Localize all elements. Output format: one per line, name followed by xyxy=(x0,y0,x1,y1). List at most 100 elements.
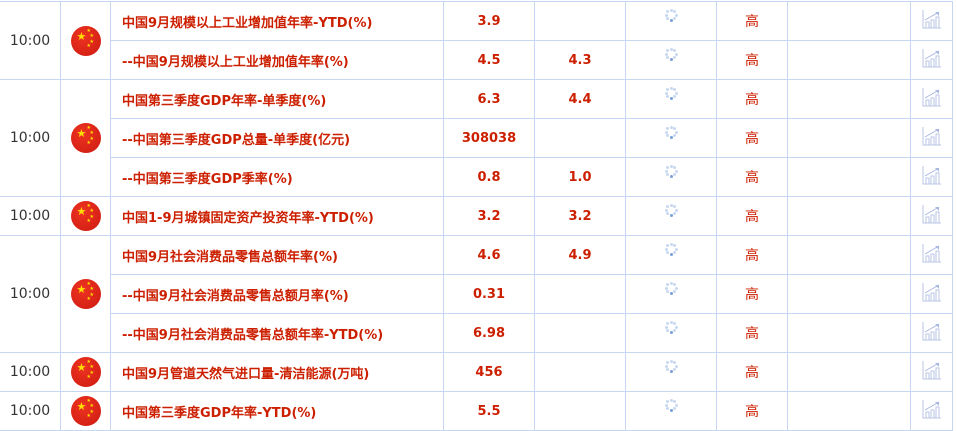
time-cell: 10:00 xyxy=(0,196,61,236)
loading-spinner-icon xyxy=(664,320,678,334)
loading-cell xyxy=(625,274,717,314)
table-row: --中国9月社会消费品零售总额年率-YTD(%) 6.98 高 xyxy=(0,313,953,353)
chart-trend-icon[interactable] xyxy=(922,126,942,146)
previous-value: 1.0 xyxy=(534,157,626,197)
empty-cell xyxy=(787,40,911,80)
time-cell: 10:00 xyxy=(0,79,61,197)
chart-cell[interactable] xyxy=(910,352,953,392)
chart-trend-icon[interactable] xyxy=(922,243,942,263)
chart-trend-icon[interactable] xyxy=(922,9,942,29)
chart-cell[interactable] xyxy=(910,313,953,353)
chart-trend-icon[interactable] xyxy=(922,87,942,107)
chart-trend-icon[interactable] xyxy=(922,282,942,302)
chart-trend-icon[interactable] xyxy=(922,321,942,341)
loading-spinner-icon xyxy=(664,164,678,178)
actual-value: 308038 xyxy=(443,118,535,158)
china-flag-icon: ★ ★ ★ ★ ★ xyxy=(70,396,101,426)
actual-value: 3.2 xyxy=(443,196,535,236)
chart-cell[interactable] xyxy=(910,40,953,80)
importance: 高 xyxy=(716,391,788,431)
table-row: --中国第三季度GDP总量-单季度(亿元) 308038 高 xyxy=(0,118,953,158)
flag-cell: ★ ★ ★ ★ ★ xyxy=(60,391,111,431)
importance: 高 xyxy=(716,157,788,197)
loading-cell xyxy=(625,1,717,41)
indicator-name[interactable]: --中国第三季度GDP季率(%) xyxy=(110,157,444,197)
importance: 高 xyxy=(716,235,788,275)
chart-cell[interactable] xyxy=(910,1,953,41)
actual-value: 0.8 xyxy=(443,157,535,197)
table-row: 10:00 ★ ★ ★ ★ ★ 中国9月社会消费品零售总额年率(%) 4.6 4.9 高 xyxy=(0,235,953,353)
loading-spinner-icon xyxy=(664,281,678,295)
importance: 高 xyxy=(716,118,788,158)
indicator-name[interactable]: 中国1-9月城镇固定资产投资年率-YTD(%) xyxy=(110,196,444,236)
actual-value: 6.98 xyxy=(443,313,535,353)
importance: 高 xyxy=(716,196,788,236)
loading-spinner-icon xyxy=(664,359,678,373)
chart-cell[interactable] xyxy=(910,235,953,275)
indicator-name[interactable]: 中国9月管道天然气进口量-清洁能源(万吨) xyxy=(110,352,444,392)
table-row: 10:00 ★ ★ ★ ★ ★ 中国第三季度GDP年率-YTD(%) 5.5 高 xyxy=(0,391,953,431)
importance: 高 xyxy=(716,274,788,314)
time-cell: 10:00 xyxy=(0,1,61,80)
table-row: --中国9月规模以上工业增加值年率(%) 4.5 4.3 高 xyxy=(0,40,953,80)
time-cell: 10:00 xyxy=(0,391,61,431)
loading-spinner-icon xyxy=(664,398,678,412)
indicator-name[interactable]: --中国9月规模以上工业增加值年率(%) xyxy=(110,40,444,80)
chart-trend-icon[interactable] xyxy=(922,204,942,224)
loading-spinner-icon xyxy=(664,47,678,61)
indicator-name[interactable]: 中国9月规模以上工业增加值年率-YTD(%) xyxy=(110,1,444,41)
empty-cell xyxy=(787,157,911,197)
chart-cell[interactable] xyxy=(910,118,953,158)
china-flag-icon: ★ ★ ★ ★ ★ xyxy=(70,123,101,153)
loading-cell xyxy=(625,235,717,275)
table-row: --中国第三季度GDP季率(%) 0.8 1.0 高 xyxy=(0,157,953,197)
loading-spinner-icon xyxy=(664,125,678,139)
chart-cell[interactable] xyxy=(910,274,953,314)
previous-value xyxy=(534,391,626,431)
chart-trend-icon[interactable] xyxy=(922,360,942,380)
indicator-name[interactable]: --中国第三季度GDP总量-单季度(亿元) xyxy=(110,118,444,158)
chart-cell[interactable] xyxy=(910,157,953,197)
loading-cell xyxy=(625,40,717,80)
flag-cell: ★ ★ ★ ★ ★ xyxy=(60,235,111,353)
chart-cell[interactable] xyxy=(910,79,953,119)
time-cell: 10:00 xyxy=(0,235,61,353)
previous-value: 4.4 xyxy=(534,79,626,119)
actual-value: 4.5 xyxy=(443,40,535,80)
chart-trend-icon[interactable] xyxy=(922,399,942,419)
previous-value: 4.3 xyxy=(534,40,626,80)
chart-cell[interactable] xyxy=(910,196,953,236)
indicator-name[interactable]: 中国第三季度GDP年率-YTD(%) xyxy=(110,391,444,431)
indicator-name[interactable]: 中国第三季度GDP年率-单季度(%) xyxy=(110,79,444,119)
empty-cell xyxy=(787,196,911,236)
empty-cell xyxy=(787,313,911,353)
chart-trend-icon[interactable] xyxy=(922,165,942,185)
loading-cell xyxy=(625,157,717,197)
loading-cell xyxy=(625,313,717,353)
actual-value: 4.6 xyxy=(443,235,535,275)
flag-cell: ★ ★ ★ ★ ★ xyxy=(60,1,111,80)
indicator-name[interactable]: --中国9月社会消费品零售总额年率-YTD(%) xyxy=(110,313,444,353)
indicator-name[interactable]: 中国9月社会消费品零售总额年率(%) xyxy=(110,235,444,275)
chart-trend-icon[interactable] xyxy=(922,48,942,68)
actual-value: 456 xyxy=(443,352,535,392)
previous-value xyxy=(534,118,626,158)
table-row: 10:00 ★ ★ ★ ★ ★ 中国1-9月城镇固定资产投资年率-YTD(%) 3.2 3… xyxy=(0,196,953,236)
china-flag-icon: ★ ★ ★ ★ ★ xyxy=(70,279,101,309)
actual-value: 3.9 xyxy=(443,1,535,41)
table-row: 10:00 ★ ★ ★ ★ ★ 中国9月管道天然气进口量-清洁能源(万吨) 456 高 xyxy=(0,352,953,392)
previous-value: 4.9 xyxy=(534,235,626,275)
empty-cell xyxy=(787,274,911,314)
empty-cell xyxy=(787,235,911,275)
loading-cell xyxy=(625,391,717,431)
importance: 高 xyxy=(716,313,788,353)
table-row: 10:00 ★ ★ ★ ★ ★ 中国第三季度GDP年率-单季度(%) 6.3 4.4 高 xyxy=(0,79,953,197)
chart-cell[interactable] xyxy=(910,391,953,431)
table-row: 10:00 ★ ★ ★ ★ ★ 中国9月规模以上工业增加值年率-YTD(%) 3.9 高 xyxy=(0,1,953,80)
previous-value: 3.2 xyxy=(534,196,626,236)
indicator-name[interactable]: --中国9月社会消费品零售总额月率(%) xyxy=(110,274,444,314)
empty-cell xyxy=(787,79,911,119)
loading-spinner-icon xyxy=(664,86,678,100)
empty-cell xyxy=(787,118,911,158)
importance: 高 xyxy=(716,79,788,119)
